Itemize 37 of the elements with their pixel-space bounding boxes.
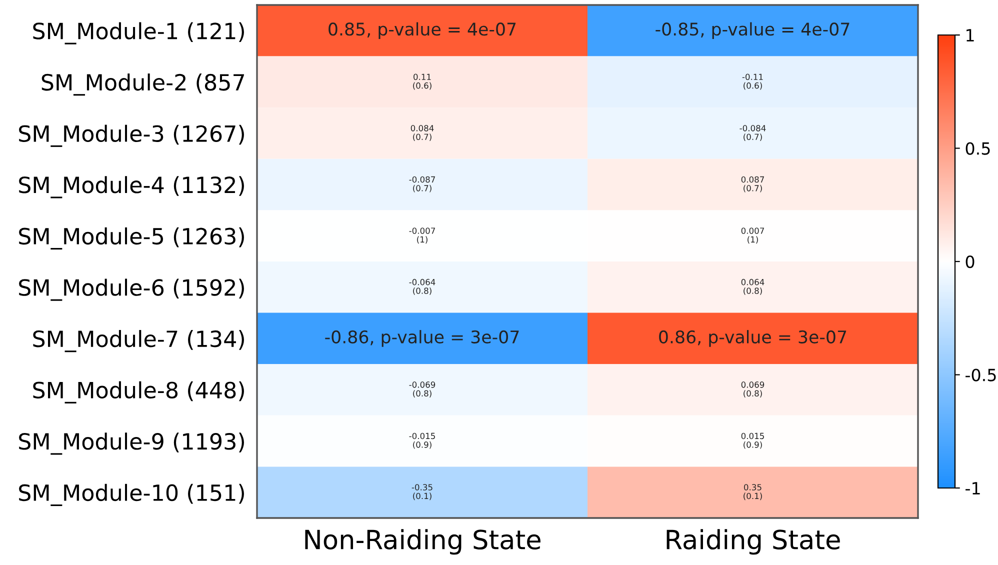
y-tick-label: SM_Module-6 (1592) — [19, 278, 244, 301]
data-label: 0.11 (0.6) — [413, 74, 432, 90]
y-tick-label: SM_Module-1 (121) — [33, 22, 244, 44]
data-label: 0.015 (0.9) — [741, 432, 764, 449]
data-label: 0.007 (1) — [741, 228, 764, 244]
data-label: -0.087 (0.7) — [409, 176, 435, 192]
y-tick-label: SM_Module-3 (1267) — [19, 124, 244, 147]
y-tick-label: SM_Module-7 (134) — [33, 330, 244, 352]
x-tick-label: Non-Raiding State — [305, 529, 540, 555]
data-label: -0.069 (0.8) — [409, 382, 436, 398]
y-tick-label: SM_Module-5 (1263) — [19, 227, 244, 250]
y-tick-label: SM_Module-4 (1132) — [19, 176, 244, 198]
data-label: -0.007 (1) — [409, 228, 435, 244]
data-label: -0.85, p-value = 4e-07 — [656, 22, 850, 40]
color-bar-label: 0.5 — [966, 142, 990, 155]
y-tick-label: SM_Module-9 (1193) — [19, 432, 244, 455]
data-label: 0.35 (0.1) — [744, 484, 762, 500]
y-tick-label: SM_Module-8 (448) — [33, 381, 244, 404]
color-bar-label: 0 — [966, 255, 974, 268]
data-label: -0.35 (0.1) — [412, 484, 432, 500]
data-label: -0.064 (0.8) — [409, 278, 436, 295]
color-bar-label: 1 — [966, 29, 974, 42]
data-label: -0.11 (0.6) — [742, 74, 763, 90]
data-label: 0.86, p-value = 3e-07 — [659, 330, 846, 347]
data-label: 0.087 (0.7) — [741, 176, 764, 192]
x-tick-label: Raiding State — [666, 529, 840, 555]
data-label: 0.084 (0.7) — [410, 125, 434, 141]
color-bar-label: -0.5 — [966, 368, 996, 382]
data-label: -0.015 (0.9) — [409, 432, 435, 449]
y-tick-label: SM_Module-10 (151) — [19, 484, 244, 506]
color-bar-label: -1 — [966, 482, 980, 494]
data-label: -0.084 (0.7) — [740, 125, 766, 141]
y-tick-label: SM_Module-2 (857 — [42, 74, 244, 96]
data-label: 0.064 (0.8) — [741, 278, 764, 295]
data-label: 0.069 (0.8) — [741, 382, 764, 398]
data-label: 0.85, p-value = 4e-07 — [328, 22, 516, 40]
data-label: -0.86, p-value = 3e-07 — [325, 330, 519, 347]
